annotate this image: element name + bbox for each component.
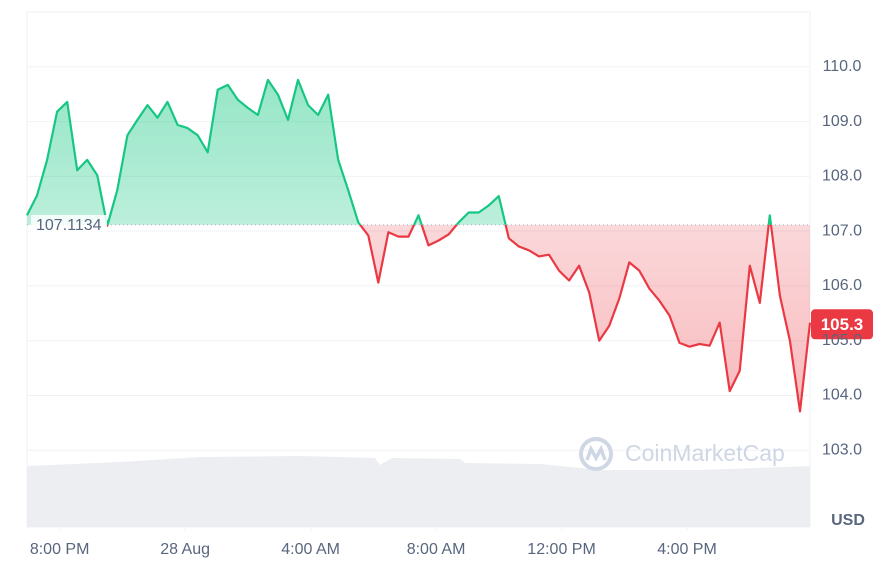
last-price-label: 105.3	[821, 315, 864, 334]
baseline-label-bg	[31, 214, 107, 235]
x-tick-label: 12:00 PM	[527, 541, 595, 558]
area-up	[27, 79, 810, 225]
x-tick-label: 8:00 AM	[407, 541, 466, 558]
y-tick-label: 107.0	[822, 222, 862, 239]
unit-label: USD	[831, 512, 865, 529]
x-tick-label: 8:00 PM	[30, 541, 90, 558]
baseline-label: 107.1134	[36, 217, 102, 234]
x-tick-label: 28 Aug	[160, 541, 210, 558]
y-tick-label: 108.0	[822, 168, 862, 185]
volume-band	[27, 456, 810, 527]
price-line-down	[106, 224, 812, 413]
watermark-logo	[579, 437, 613, 471]
y-tick-label: 110.0	[823, 58, 862, 75]
area-down	[107, 224, 810, 412]
price-line-up	[26, 78, 773, 225]
y-tick-label: 103.0	[822, 442, 862, 459]
y-tick-label: 105.0	[822, 332, 862, 349]
watermark: CoinMarketCap	[625, 440, 785, 466]
y-tick-label: 109.0	[822, 113, 862, 130]
y-tick-label: 106.0	[822, 277, 862, 294]
last-price-box	[811, 309, 873, 340]
x-tick-label: 4:00 PM	[657, 541, 717, 558]
y-tick-label: 104.0	[822, 387, 862, 404]
x-tick-label: 4:00 AM	[281, 541, 340, 558]
